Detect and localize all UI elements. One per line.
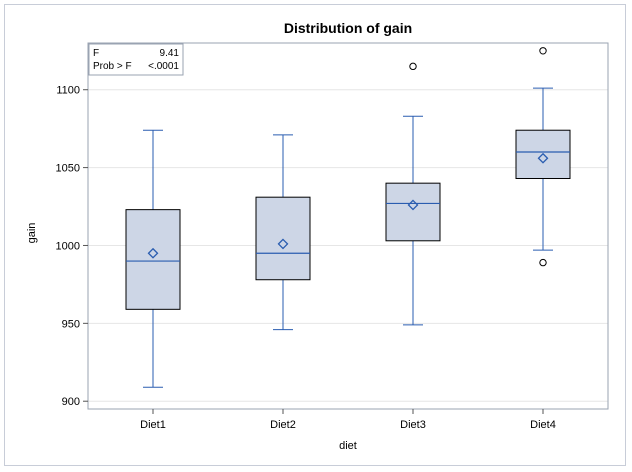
mean-marker: [277, 238, 289, 250]
stats-inset: F 9.41 Prob > F <.0001: [88, 43, 184, 76]
outlier-point: [409, 62, 417, 71]
outlier-point: [539, 47, 547, 55]
chart-frame: Distribution of gain 900 950 1000 1050 1100 …: [4, 4, 626, 466]
x-tick-label: Diet2: [270, 419, 296, 431]
x-tick-label: Diet1: [140, 419, 166, 431]
y-tick-label: 1100: [56, 85, 80, 97]
y-axis-label: gain: [26, 223, 38, 244]
x-axis-label: diet: [339, 440, 357, 452]
y-tick-label: 1000: [56, 240, 80, 252]
stat-prob-value: <.0001: [148, 61, 179, 72]
box-group-diet1: [125, 129, 181, 388]
stats-inset-frame: [88, 43, 184, 76]
iqr-box: [255, 196, 311, 281]
plot-area: [87, 42, 609, 410]
iqr-box: [125, 209, 181, 310]
y-tick-label: 900: [62, 396, 80, 408]
iqr-box: [385, 182, 441, 242]
outlier-point: [539, 258, 547, 267]
box-plot-chart: Distribution of gain 900950100010501100 …: [26, 20, 609, 452]
stat-f-value: 9.41: [160, 48, 180, 59]
stat-f-label: F: [93, 48, 99, 59]
mean-marker: [537, 152, 549, 164]
stat-prob-label: Prob > F: [93, 61, 132, 72]
x-tick-label: Diet4: [530, 419, 556, 431]
box-group-diet4: [515, 47, 571, 267]
mean-marker: [407, 199, 419, 211]
y-tick-label: 1050: [56, 163, 80, 175]
mean-marker: [147, 247, 159, 259]
x-axis-ticks: Diet1 Diet2 Diet3 Diet4: [140, 409, 556, 431]
y-axis-ticks: 900 950 1000 1050 1100: [56, 85, 88, 408]
box-group-diet3: [385, 62, 441, 326]
x-tick-label: Diet3: [400, 419, 426, 431]
box-group-diet2: [255, 134, 311, 331]
y-tick-label: 950: [62, 318, 80, 330]
chart-title: Distribution of gain: [284, 20, 412, 36]
box-series: [125, 47, 571, 388]
